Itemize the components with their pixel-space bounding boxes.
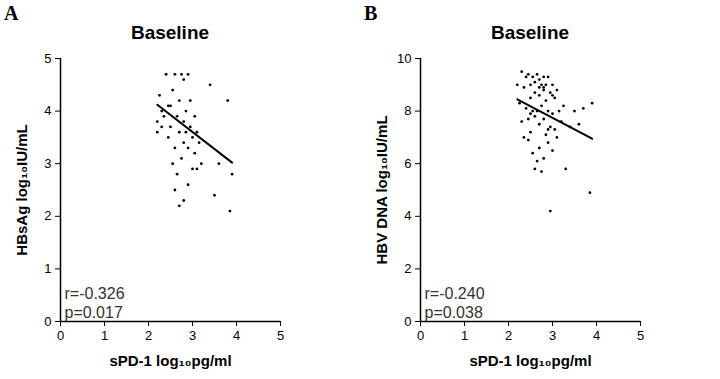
svg-text:4: 4 [404,208,411,223]
svg-text:sPD-1 log₁₀pg/ml: sPD-1 log₁₀pg/ml [109,352,231,369]
svg-text:3: 3 [189,328,196,343]
svg-text:0: 0 [44,314,51,329]
svg-text:2: 2 [44,208,51,223]
svg-text:HBsAg log₁₀IU/mL: HBsAg log₁₀IU/mL [13,124,30,255]
svg-text:r=-0.326p=0.017: r=-0.326p=0.017 [65,285,125,320]
svg-text:5: 5 [277,328,284,343]
svg-text:6: 6 [404,156,411,171]
html-text:Baseline: Baseline [130,22,210,43]
svg-text:2: 2 [505,328,512,343]
svg-text:2: 2 [145,328,152,343]
svg-text:5: 5 [637,328,644,343]
svg-text:4: 4 [233,328,240,343]
svg-text:5: 5 [44,51,51,66]
svg-text:r=-0.240p=0.038: r=-0.240p=0.038 [425,285,485,320]
svg-text:4: 4 [44,103,51,118]
svg-text:3: 3 [44,156,51,171]
svg-text:1: 1 [461,328,468,343]
html-text:A: A [4,2,19,24]
svg-text:0: 0 [404,314,411,329]
svg-text:1: 1 [101,328,108,343]
html-text:B: B [364,2,378,24]
html-text:Baseline: Baseline [490,22,570,43]
svg-text:sPD-1 log₁₀pg/ml: sPD-1 log₁₀pg/ml [469,352,591,369]
svg-text:0: 0 [417,328,424,343]
svg-text:4: 4 [593,328,600,343]
svg-text:3: 3 [549,328,556,343]
svg-text:2: 2 [404,261,411,276]
svg-text:HBV DNA log₁₀IU/mL: HBV DNA log₁₀IU/mL [373,115,390,264]
svg-text:1: 1 [44,261,51,276]
svg-text:10: 10 [397,51,411,66]
svg-text:0: 0 [57,328,64,343]
svg-text:8: 8 [404,103,411,118]
